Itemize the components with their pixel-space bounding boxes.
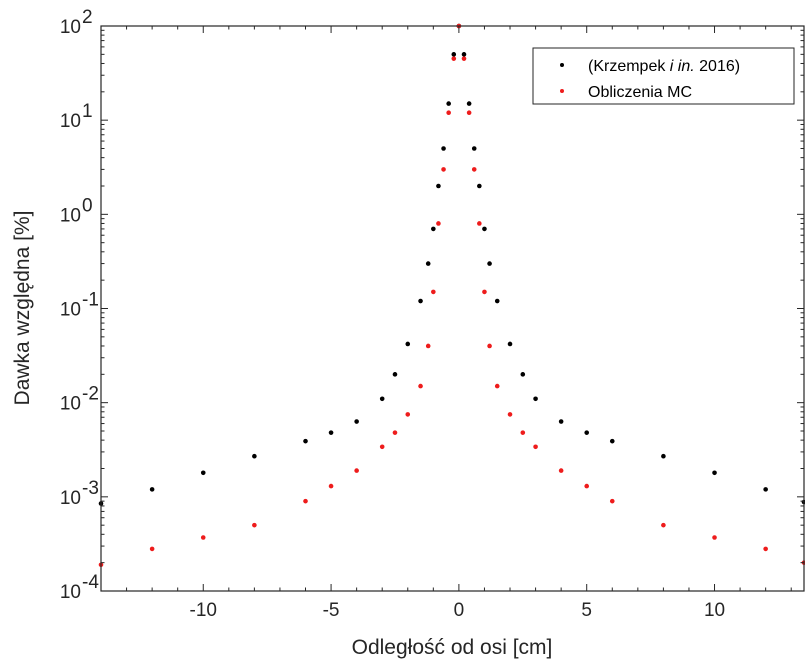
y-tick-exponent-3: -1 [82,290,99,311]
x-tick-label-2: 0 [454,600,465,621]
series-0-point-24 [494,298,500,304]
y-tick-label-1: 10 [60,488,81,509]
y-axis-title: Dawka względna [%] [11,211,34,406]
x-tick-label-1: -5 [323,600,340,621]
series-1-point-26 [520,430,526,435]
legend-box [532,47,795,105]
series-1-point-33 [763,546,768,552]
series-0-point-13 [436,183,441,189]
series-0-point-7 [379,396,385,402]
y-tick-label-4: 10 [60,205,81,226]
y-tick-exponent-6: 2 [82,7,93,28]
series-1-point-22 [482,289,487,295]
series-0-point-2 [200,470,206,476]
series-0-point-16 [451,52,457,57]
series-0-point-21 [477,183,482,189]
series-1-point-12 [431,289,436,295]
series-0-point-4 [303,438,308,444]
series-1-point-5 [328,483,334,489]
y-tick-label-0: 10 [60,582,81,603]
series-0-point-1 [149,487,155,492]
series-1-point-16 [451,56,457,61]
series-0-point-15 [446,101,451,106]
legend-label-mc: Obliczenia MC [588,84,692,101]
series-1-point-15 [446,110,451,116]
series-1-point-29 [584,483,590,489]
series-0-point-3 [252,453,257,459]
series-0-point-6 [354,419,359,424]
series-1-point-24 [494,383,500,389]
series-1-point-30 [609,498,615,504]
series-0-point-33 [763,487,768,492]
series-1-point-28 [558,468,564,473]
y-tick-exponent-0: -4 [82,572,99,593]
series-1-point-32 [712,535,717,540]
series-0-point-26 [520,372,526,377]
y-tick-label-2: 10 [60,394,81,415]
legend-label-krzempek-part1: (Krzempek [588,58,670,75]
plot-area [101,26,804,591]
series-1-point-18 [461,56,467,61]
legend: (Krzempek i in. 2016) Obliczenia MC [532,47,795,105]
series-1-point-19 [466,110,472,116]
series-1-point-21 [477,221,482,226]
series-0-point-11 [425,261,431,266]
y-tick-label-6: 10 [60,17,81,38]
series-0-point-9 [405,341,411,347]
series-0-point-27 [533,396,538,402]
series-1-point-3 [252,522,257,528]
series-0-point-18 [461,52,467,57]
series-1-point-4 [303,498,308,504]
series-0-point-29 [584,430,590,435]
series-1-point-6 [354,468,359,473]
y-tick-label-3: 10 [60,300,81,321]
series-0-point-23 [487,261,492,266]
series-1-point-14 [441,167,446,172]
legend-label-krzempek: (Krzempek i in. 2016) [588,58,740,75]
series-1-point-13 [436,221,441,226]
series-1-point-7 [379,444,385,450]
series-0-point-12 [431,226,436,232]
series-1-point-8 [392,430,398,435]
series-1-point-27 [533,444,538,450]
legend-label-krzempek-part3: 2016) [695,58,740,75]
legend-marker-krzempek [560,63,564,67]
y-tick-label-5: 10 [60,111,81,132]
y-tick-exponent-1: -3 [82,478,99,499]
series-1-point-11 [425,343,431,349]
y-tick-exponent-4: 0 [82,195,93,216]
series-0-point-14 [441,146,446,151]
series-0-point-28 [558,419,564,424]
series-1-point-31 [661,522,666,528]
series-0-point-22 [482,226,487,232]
series-0-point-5 [328,430,334,435]
series-1-point-9 [405,412,411,417]
x-tick-label-4: 10 [704,600,725,621]
series-1-point-2 [200,535,206,540]
x-axis-title: Odległość od osi [cm] [352,636,553,659]
series-0-point-32 [712,470,717,476]
series-0-point-19 [466,101,472,106]
x-tick-label-0: -10 [190,600,217,621]
series-1-point-1 [149,546,155,552]
y-tick-exponent-5: 1 [82,101,93,122]
series-0-point-30 [609,438,615,444]
series-0-point-10 [418,298,423,304]
series-1-point-23 [487,343,492,349]
series-0-point-8 [392,372,398,377]
series-0-point-25 [507,341,513,347]
legend-label-krzempek-italic: i in. [670,58,695,75]
x-tick-label-3: 5 [581,600,592,621]
series-0-point-31 [661,453,666,459]
legend-marker-mc [560,89,564,93]
series-1-point-25 [507,412,513,417]
y-tick-exponent-2: -2 [82,384,99,405]
series-1-point-10 [418,383,423,389]
series-0-point-20 [471,146,477,151]
series-1-point-20 [471,167,477,172]
